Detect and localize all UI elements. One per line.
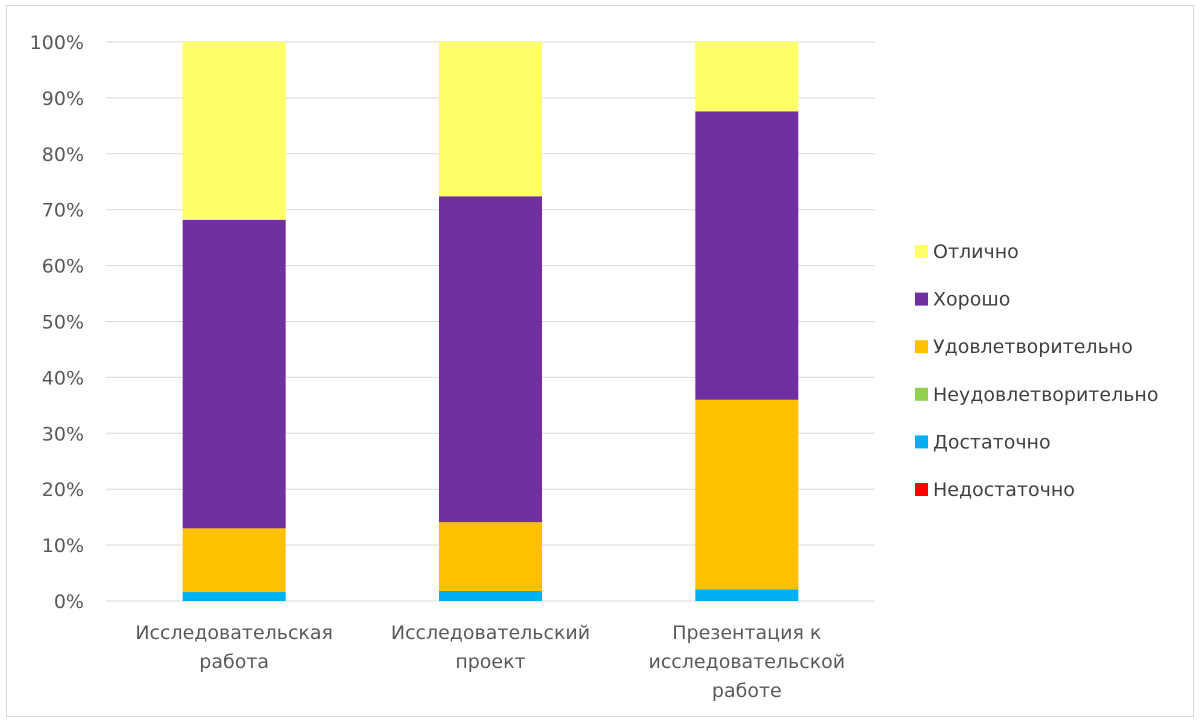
x-category-label: Исследовательский xyxy=(391,622,590,644)
y-tick-label: 100% xyxy=(30,32,84,54)
bar-segment-Достаточно xyxy=(182,592,286,601)
x-category-label: работе xyxy=(712,680,782,702)
y-tick-label: 90% xyxy=(42,88,84,110)
stacked-bar-chart: 0% 10% 20% 30% 40% 50% 60% 70% 80% 90% 100% Исслед… xyxy=(30,32,1159,702)
bar-segment-Достаточно xyxy=(439,590,542,601)
y-tick-label: 80% xyxy=(42,144,84,166)
y-tick-label: 70% xyxy=(42,200,84,222)
bar-segment-Отлично xyxy=(182,42,286,220)
legend-label: Удовлетворительно xyxy=(933,336,1133,358)
legend-swatch xyxy=(915,435,928,449)
bar-segment-Удовлетворительно xyxy=(439,522,542,591)
bars xyxy=(182,42,799,601)
y-tick-label: 20% xyxy=(42,479,84,501)
x-category-label: работа xyxy=(199,651,269,673)
y-tick-label: 50% xyxy=(42,312,84,334)
legend-label: Хорошо xyxy=(933,289,1010,311)
y-tick-label: 0% xyxy=(54,591,84,613)
legend: Отлично Хорошо Удовлетворительно Неудовлетв… xyxy=(915,241,1158,501)
legend-swatch xyxy=(915,340,928,354)
x-category-label: проект xyxy=(455,651,525,673)
legend-label: Достаточно xyxy=(933,431,1051,453)
bar-segment-Достаточно xyxy=(695,589,799,601)
y-tick-label: 10% xyxy=(42,535,84,557)
bar-segment-Отлично xyxy=(439,42,542,197)
bar-segment-Хорошо xyxy=(439,196,542,523)
bar-segment-Хорошо xyxy=(182,219,286,529)
legend-swatch xyxy=(915,245,928,258)
x-category-label: исследовательской xyxy=(648,651,845,673)
legend-swatch xyxy=(915,483,928,496)
x-axis-categories: Исследовательская работа Исследовательский… xyxy=(135,622,845,702)
y-tick-label: 30% xyxy=(42,423,84,445)
x-category-label: Исследовательская xyxy=(135,622,333,644)
y-tick-label: 40% xyxy=(42,367,84,389)
legend-label: Недостаточно xyxy=(933,479,1075,501)
bar-segment-Хорошо xyxy=(695,111,799,400)
legend-swatch xyxy=(915,387,928,401)
bar-segment-Удовлетворительно xyxy=(182,528,286,593)
chart-frame: 0% 10% 20% 30% 40% 50% 60% 70% 80% 90% 100% Исслед… xyxy=(6,5,1194,717)
x-category-label: Презентация к xyxy=(672,622,821,644)
legend-swatch xyxy=(915,292,928,306)
legend-label: Отлично xyxy=(933,241,1019,263)
bar-segment-Отлично xyxy=(695,42,799,112)
y-axis-ticks: 0% 10% 20% 30% 40% 50% 60% 70% 80% 90% 100% xyxy=(30,32,84,613)
y-tick-label: 60% xyxy=(42,256,84,278)
bar-segment-Удовлетворительно xyxy=(695,399,799,590)
legend-label: Неудовлетворительно xyxy=(933,384,1158,406)
